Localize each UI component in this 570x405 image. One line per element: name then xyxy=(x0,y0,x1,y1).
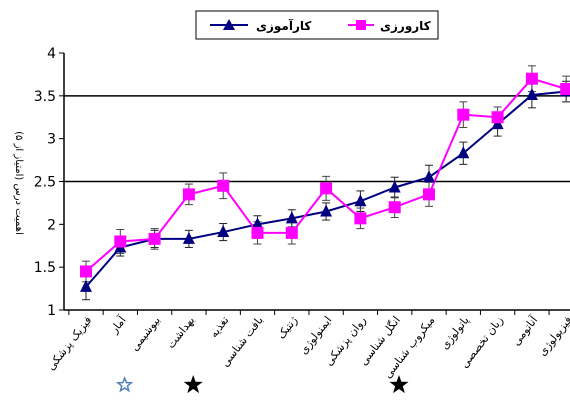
legend-marker-series-1 xyxy=(356,20,366,30)
category-label: آناتومی xyxy=(509,312,541,348)
axes xyxy=(59,53,570,315)
category-label: پاتولوژی xyxy=(438,314,472,352)
data-point xyxy=(354,212,366,224)
data-point xyxy=(492,111,504,123)
data-point xyxy=(286,227,298,239)
category-label: بهداشت xyxy=(164,314,197,351)
data-point xyxy=(457,109,469,121)
category-label: بیوشیمی xyxy=(128,314,163,354)
y-tick-label: 4 xyxy=(47,46,56,62)
y-tick-label: 3 xyxy=(47,132,56,148)
data-point xyxy=(423,170,435,182)
y-tick-label: 1 xyxy=(47,303,56,319)
y-tick-label: 2 xyxy=(47,217,56,233)
star-icon xyxy=(118,378,131,391)
y-tick-label: 3.5 xyxy=(34,89,56,105)
category-label: تغذیه xyxy=(207,314,231,340)
data-point xyxy=(526,73,538,85)
category-label: فیزیولوژی xyxy=(536,314,570,359)
data-point xyxy=(252,227,264,239)
y-tick-labels: 1 1.5 2 2.5 3 3.5 4 xyxy=(34,46,56,319)
star-icon xyxy=(184,375,203,393)
category-label: فیزیک پزشکی xyxy=(44,314,94,373)
y-tick-label: 2.5 xyxy=(34,175,56,191)
data-point xyxy=(320,182,332,194)
legend-label-series-1: کارورزی xyxy=(380,19,431,34)
data-point xyxy=(423,188,435,200)
data-point xyxy=(183,188,195,200)
category-label: آمار xyxy=(106,312,129,336)
y-tick-label: 1.5 xyxy=(34,260,56,276)
y-axis-label: اهمیت درس (امتیاز از ۵) xyxy=(13,131,24,235)
data-point xyxy=(149,233,161,245)
data-point xyxy=(457,146,469,158)
category-label: ژنتیک xyxy=(275,314,301,342)
data-point xyxy=(560,83,570,95)
legend: کارورزی کارآموزی xyxy=(196,11,438,39)
category-stars xyxy=(118,375,409,393)
data-point xyxy=(114,235,126,247)
data-point xyxy=(217,180,229,192)
data-point xyxy=(80,265,92,277)
series-markers xyxy=(80,73,570,292)
legend-label-series-0: کارآموزی xyxy=(256,18,311,34)
grid xyxy=(64,96,570,182)
data-point xyxy=(389,201,401,213)
